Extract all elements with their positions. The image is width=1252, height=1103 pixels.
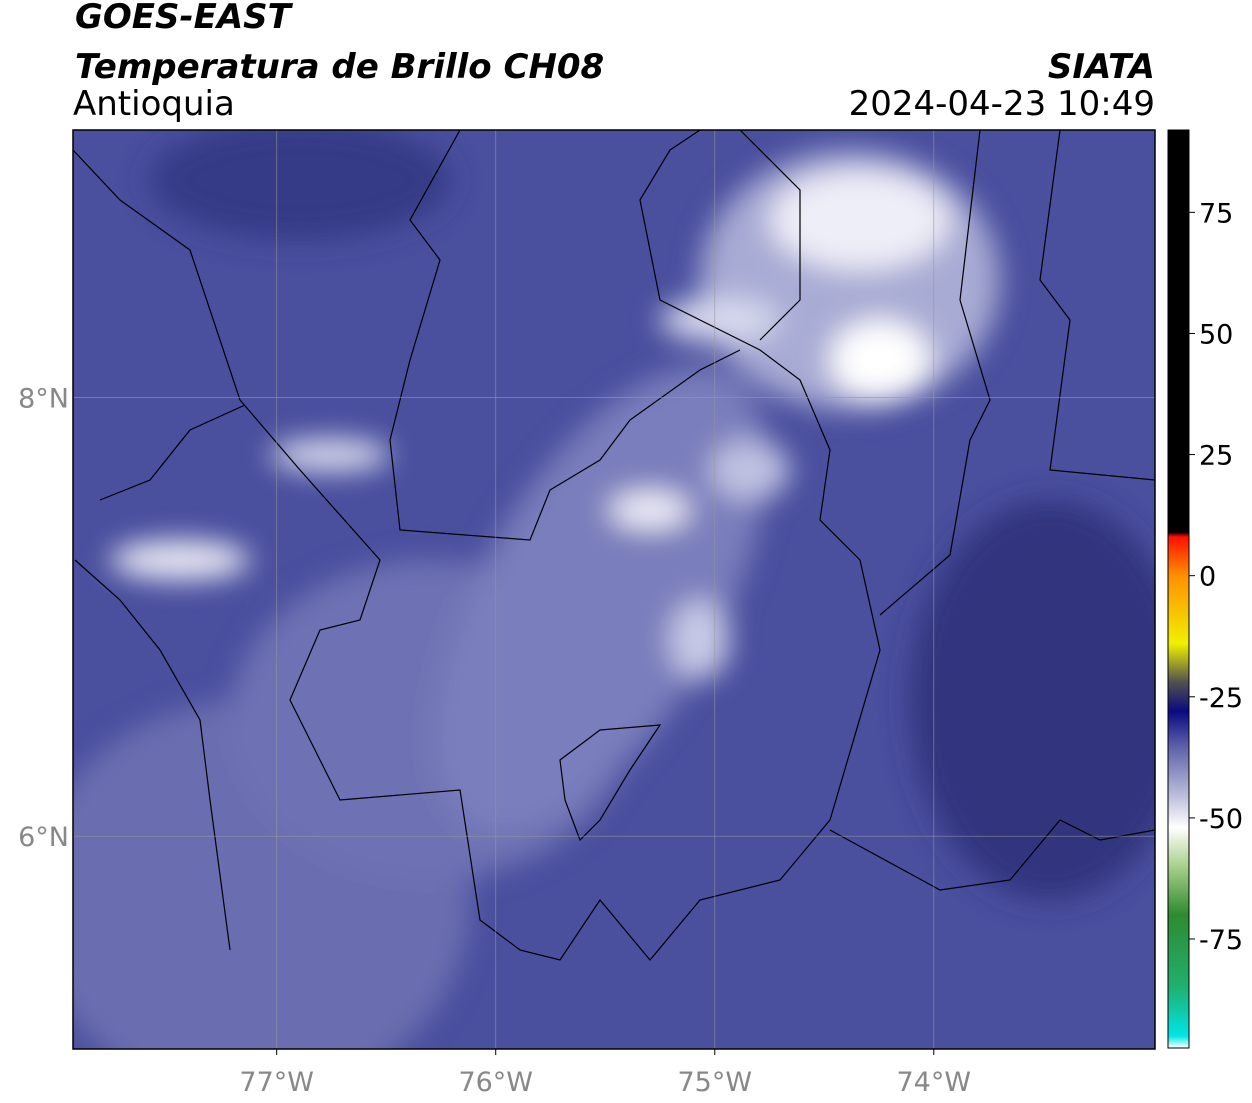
datetime: 2024-04-23 10:49 (849, 84, 1155, 124)
colorbar (1167, 129, 1190, 1049)
colorbar-tick-label: -50 (1199, 804, 1243, 835)
x-tick-label: 75°W (677, 1067, 752, 1098)
colorbar-tick-label: 50 (1199, 319, 1233, 350)
x-tick-label: 74°W (897, 1067, 972, 1098)
y-tick-label: 6°N (18, 822, 69, 853)
colorbar-tick-label: -25 (1199, 683, 1243, 714)
colorbar-tick-label: 75 (1199, 198, 1233, 229)
y-tick-label: 8°N (18, 384, 69, 415)
x-tick-label: 76°W (458, 1067, 533, 1098)
subtitle: Temperatura de Brillo CH08 (75, 47, 604, 87)
colorbar-tick-label: -75 (1199, 925, 1243, 956)
map-frame (72, 129, 1156, 1050)
source: SIATA (1048, 47, 1155, 87)
x-tick-label: 77°W (239, 1067, 314, 1098)
colorbar-tick-label: 25 (1199, 441, 1233, 472)
graticule (73, 130, 1155, 1049)
map-image (73, 130, 1155, 1049)
region: Antioquia (73, 84, 235, 124)
title: GOES-EAST (75, 0, 294, 37)
colorbar-tick-label: 0 (1199, 562, 1216, 593)
